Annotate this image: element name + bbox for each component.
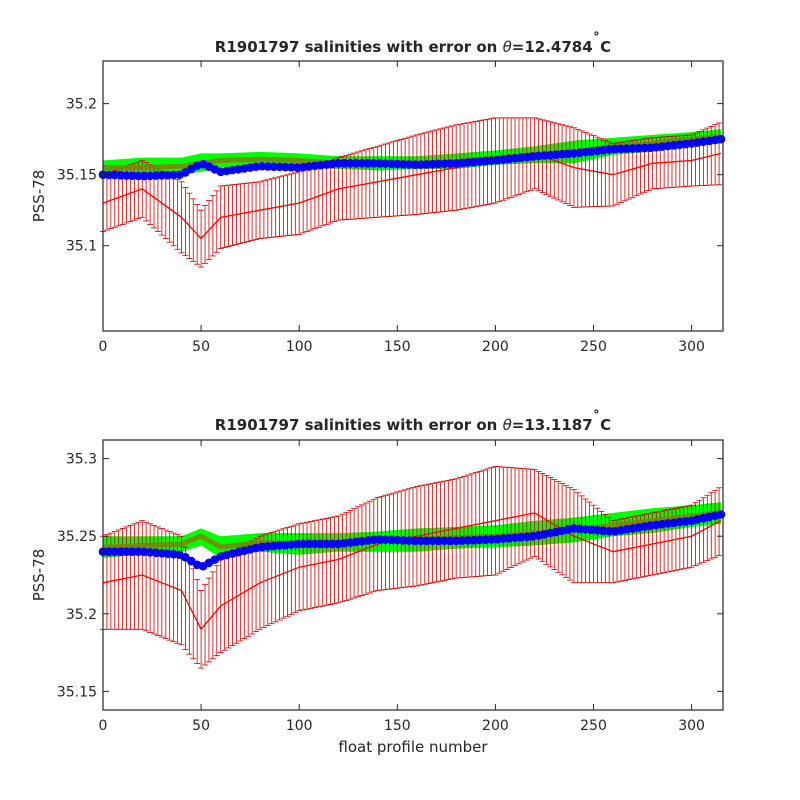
calibrated-salinity-point bbox=[345, 159, 355, 168]
top-raw-salinity-line bbox=[102, 152, 722, 240]
bottom-panel-x-axis-label: float profile number bbox=[338, 738, 488, 756]
calibrated-salinity-point bbox=[351, 159, 361, 168]
y-tick-label: 35.25 bbox=[57, 529, 97, 545]
x-tick-label: 100 bbox=[286, 339, 313, 355]
calibrated-salinity-point bbox=[310, 539, 320, 549]
calibrated-salinity-point bbox=[298, 539, 308, 549]
bottom-calibrated-salinity-markers bbox=[98, 510, 726, 571]
calibrated-salinity-point bbox=[334, 159, 343, 168]
calibrated-salinity-point bbox=[716, 134, 726, 144]
calibrated-salinity-point bbox=[322, 539, 331, 549]
x-tick-label: 50 bbox=[192, 339, 210, 355]
calibrated-salinity-point bbox=[340, 159, 349, 168]
calibrated-salinity-point bbox=[116, 547, 125, 557]
calibrated-salinity-point bbox=[122, 547, 131, 557]
y-tick-label: 35.1 bbox=[66, 239, 97, 255]
calibrated-salinity-point bbox=[363, 159, 373, 168]
top-panel-plot-area bbox=[98, 117, 726, 268]
calibrated-salinity-point bbox=[422, 536, 432, 546]
calibrated-salinity-point bbox=[316, 539, 326, 549]
top-panel: R1901797 salinities with error on θ=12.4… bbox=[30, 31, 726, 355]
x-tick-label: 300 bbox=[678, 718, 705, 734]
x-tick-label: 300 bbox=[678, 339, 705, 355]
calibrated-salinity-point bbox=[440, 536, 449, 546]
bottom-panel-title: R1901797 salinities with error on θ=13.1… bbox=[215, 409, 611, 434]
top-panel-title: R1901797 salinities with error on θ=12.4… bbox=[215, 31, 611, 56]
calibrated-salinity-point bbox=[434, 536, 443, 546]
bottom-panel: R1901797 salinities with error on θ=13.1… bbox=[30, 409, 726, 756]
bottom-panel-axes-box bbox=[102, 439, 724, 711]
y-tick-label: 35.15 bbox=[57, 168, 97, 184]
calibrated-salinity-point bbox=[604, 526, 614, 536]
x-tick-label: 250 bbox=[580, 339, 607, 355]
calibrated-salinity-point bbox=[104, 547, 114, 557]
y-tick-label: 35.2 bbox=[66, 607, 97, 623]
x-tick-label: 0 bbox=[99, 339, 108, 355]
x-tick-label: 150 bbox=[384, 718, 411, 734]
y-tick-label: 35.15 bbox=[57, 684, 97, 700]
x-tick-label: 250 bbox=[580, 718, 607, 734]
x-tick-label: 100 bbox=[286, 718, 313, 734]
calibrated-salinity-point bbox=[110, 547, 120, 557]
x-tick-label: 0 bbox=[99, 718, 108, 734]
calibrated-salinity-point bbox=[716, 510, 726, 519]
top-panel-y-axis-label: PSS-78 bbox=[30, 170, 48, 223]
calibrated-salinity-point bbox=[428, 536, 437, 546]
y-tick-label: 35.2 bbox=[66, 97, 97, 113]
x-tick-label: 150 bbox=[384, 339, 411, 355]
x-tick-label: 200 bbox=[482, 718, 509, 734]
top-panel-axes-box bbox=[102, 60, 724, 332]
calibrated-salinity-point bbox=[445, 536, 455, 546]
calibrated-salinity-point bbox=[328, 539, 337, 549]
bottom-panel-plot-area bbox=[98, 465, 726, 669]
bottom-panel-ticks: 0 50 100 150 200 250 300 35.15 35.2 35.25 35.3 bbox=[57, 440, 723, 734]
top-calibrated-salinity-markers bbox=[98, 134, 726, 181]
calibrated-salinity-point bbox=[128, 547, 137, 557]
calibrated-salinity-point bbox=[357, 159, 367, 168]
bottom-panel-y-axis-label: PSS-78 bbox=[30, 549, 48, 602]
x-tick-label: 50 bbox=[192, 718, 210, 734]
calibrated-salinity-point bbox=[304, 539, 314, 549]
y-tick-label: 35.3 bbox=[66, 452, 97, 468]
calibrated-salinity-point bbox=[416, 536, 426, 546]
top-panel-ticks: 0 50 100 150 200 250 300 35.1 35.15 35.2 bbox=[57, 61, 723, 355]
x-tick-label: 200 bbox=[482, 339, 509, 355]
